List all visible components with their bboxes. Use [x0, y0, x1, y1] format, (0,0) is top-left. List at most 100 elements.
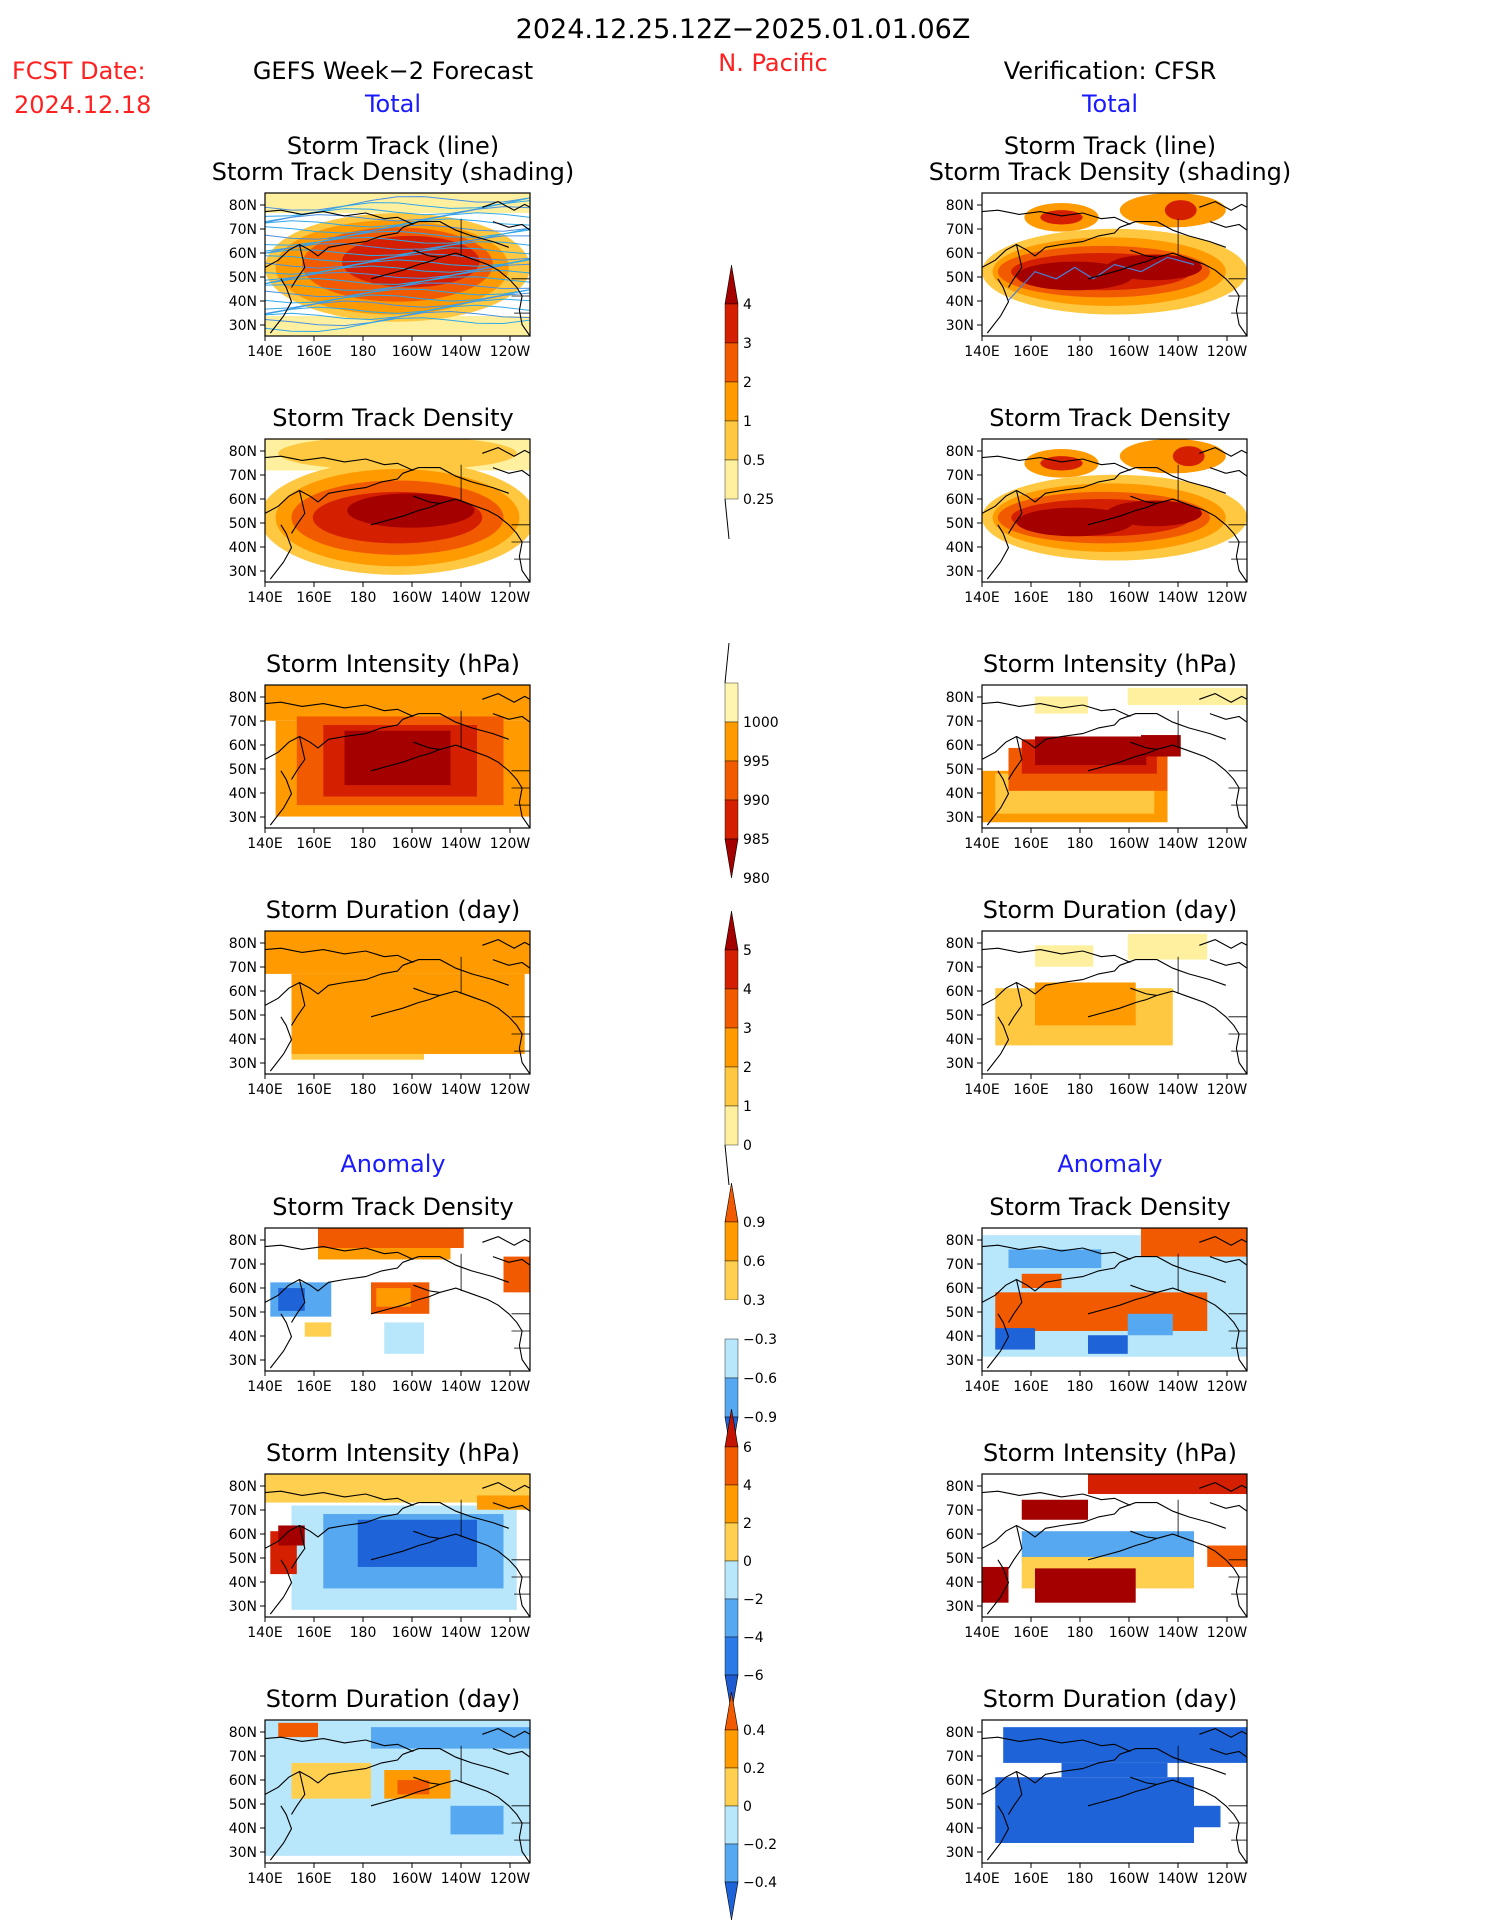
lon-tick-label: 140E [964, 1871, 1000, 1887]
lon-tick-label: 120W [1207, 590, 1248, 606]
lat-tick-label: 60N [946, 1527, 974, 1543]
colorbar-tick-label: −6 [743, 1668, 764, 1684]
lat-tick-label: 70N [946, 222, 974, 238]
lat-tick-label: 50N [946, 762, 974, 778]
lat-tick-label: 60N [946, 984, 974, 1000]
colorbar-tick-label: −0.4 [743, 1875, 777, 1891]
lat-tick-label: 30N [229, 1056, 257, 1072]
lat-tick-label: 70N [946, 1503, 974, 1519]
title-fc-intensity: Storm Intensity (hPa) [266, 650, 520, 678]
lat-tick-label: 80N [946, 690, 974, 706]
lat-tick-label: 30N [946, 810, 974, 826]
title-vf-anom-density: Storm Track Density [989, 1193, 1230, 1221]
map-panel-fc-intensity: 80N 70N 60N 50N 40N 30N 140E 160E 180 160W 140W 120… [229, 684, 531, 852]
lat-tick-label: 70N [229, 1257, 257, 1273]
lat-tick-label: 50N [229, 1551, 257, 1567]
lon-tick-label: 140E [247, 836, 283, 852]
lon-tick-label: 160W [392, 1082, 433, 1098]
lat-tick-label: 40N [946, 1821, 974, 1837]
lat-tick-label: 50N [229, 516, 257, 532]
lon-tick-label: 180 [1067, 590, 1094, 606]
lon-tick-label: 160E [1013, 344, 1049, 360]
lon-tick-label: 160E [296, 836, 332, 852]
title-fc-density: Storm Track Density [272, 404, 513, 432]
lon-tick-label: 140W [441, 1625, 482, 1641]
lat-tick-label: 40N [229, 1329, 257, 1345]
lat-tick-label: 80N [229, 936, 257, 952]
lon-tick-label: 160W [392, 1871, 433, 1887]
lon-tick-label: 160W [1109, 1625, 1150, 1641]
colorbar-tick-label: 0.9 [743, 1215, 765, 1231]
lon-tick-label: 120W [1207, 1625, 1248, 1641]
title-vf-density: Storm Track Density [989, 404, 1230, 432]
lon-tick-label: 160E [296, 1379, 332, 1395]
lon-tick-label: 160E [296, 1871, 332, 1887]
lat-tick-label: 50N [946, 1008, 974, 1024]
forecast-total-label: Total [364, 90, 421, 118]
fcst-date-label: FCST Date: [12, 57, 146, 85]
lat-tick-label: 80N [229, 1725, 257, 1741]
lon-tick-label: 140E [247, 1625, 283, 1641]
lat-tick-label: 30N [229, 1353, 257, 1369]
lat-tick-label: 50N [946, 270, 974, 286]
lon-tick-label: 120W [490, 836, 531, 852]
lon-tick-label: 140W [441, 590, 482, 606]
lon-tick-label: 140E [964, 836, 1000, 852]
colorbar-tick-label: 2 [743, 1516, 752, 1532]
lon-tick-label: 160W [392, 1625, 433, 1641]
lat-tick-label: 30N [946, 1353, 974, 1369]
map-panel-fc-track: 80N 70N 60N 50N 40N 30N 140E 160E 180 160W 140W 120… [229, 192, 531, 360]
lon-tick-label: 120W [490, 1871, 531, 1887]
lon-tick-label: 160E [296, 1625, 332, 1641]
lon-tick-label: 140W [1158, 590, 1199, 606]
lon-tick-label: 160E [296, 1082, 332, 1098]
lon-tick-label: 160E [1013, 836, 1049, 852]
colorbar-tick-label: 0.2 [743, 1761, 765, 1777]
colorbar-anom_duration: 0.4 0.2 0 −0.2 −0.4 [724, 1691, 777, 1921]
region-title: N. Pacific [718, 49, 828, 77]
colorbar-anom_intensity: 6 4 2 0 −2 −4 −6 [724, 1408, 764, 1714]
colorbar-tick-label: −0.6 [743, 1371, 777, 1387]
lat-tick-label: 40N [946, 294, 974, 310]
lon-tick-label: 140W [1158, 344, 1199, 360]
lat-tick-label: 40N [946, 1575, 974, 1591]
lat-tick-label: 30N [946, 318, 974, 334]
colorbar-tick-label: 3 [743, 336, 752, 352]
lat-tick-label: 50N [946, 1305, 974, 1321]
title-vf-track-line: Storm Track (line) [1004, 132, 1216, 160]
lat-tick-label: 70N [946, 1257, 974, 1273]
lon-tick-label: 160E [1013, 590, 1049, 606]
title-fc-anom-density: Storm Track Density [272, 1193, 513, 1221]
colorbar-density: 4 3 2 1 0.5 0.25 [724, 264, 774, 540]
lat-tick-label: 40N [229, 1575, 257, 1591]
lat-tick-label: 70N [229, 714, 257, 730]
colorbar-tick-label: 985 [743, 832, 770, 848]
colorbar-tick-label: 0 [743, 1554, 752, 1570]
date-range-title: 2024.12.25.12Z−2025.01.01.06Z [516, 14, 971, 45]
lat-tick-label: 50N [229, 762, 257, 778]
lat-tick-label: 50N [229, 1305, 257, 1321]
map-panel-fc-anom-intensity: 80N 70N 60N 50N 40N 30N 140E 160E 180 160W 140W 120… [229, 1473, 531, 1641]
lat-tick-label: 70N [229, 1503, 257, 1519]
map-panel-vf-anom-intensity: 80N 70N 60N 50N 40N 30N 140E 160E 180 160W 140W 120… [946, 1473, 1248, 1641]
lat-tick-label: 80N [946, 1233, 974, 1249]
lon-tick-label: 120W [490, 1379, 531, 1395]
lat-tick-label: 80N [946, 444, 974, 460]
lat-tick-label: 80N [946, 1725, 974, 1741]
lon-tick-label: 120W [490, 1625, 531, 1641]
map-panel-fc-anom-duration: 80N 70N 60N 50N 40N 30N 140E 160E 180 160W 140W 120… [229, 1719, 531, 1887]
colorbar-tick-label: −0.2 [743, 1837, 777, 1853]
colorbar-tick-label: 0.6 [743, 1254, 765, 1270]
lat-tick-label: 40N [946, 1329, 974, 1345]
lon-tick-label: 160W [1109, 1379, 1150, 1395]
lon-tick-label: 180 [1067, 1871, 1094, 1887]
lat-tick-label: 60N [229, 1281, 257, 1297]
map-panel-vf-anom-density: 80N 70N 60N 50N 40N 30N 140E 160E 180 160W 140W 120… [946, 1227, 1248, 1395]
colorbar-tick-label: 0 [743, 1799, 752, 1815]
title-vf-anom-duration: Storm Duration (day) [983, 1685, 1238, 1713]
map-panel-vf-track: 80N 70N 60N 50N 40N 30N 140E 160E 180 160W 140W 120… [946, 192, 1248, 360]
colorbar-tick-label: 2 [743, 375, 752, 391]
lat-tick-label: 30N [946, 1845, 974, 1861]
lat-tick-label: 50N [946, 1797, 974, 1813]
